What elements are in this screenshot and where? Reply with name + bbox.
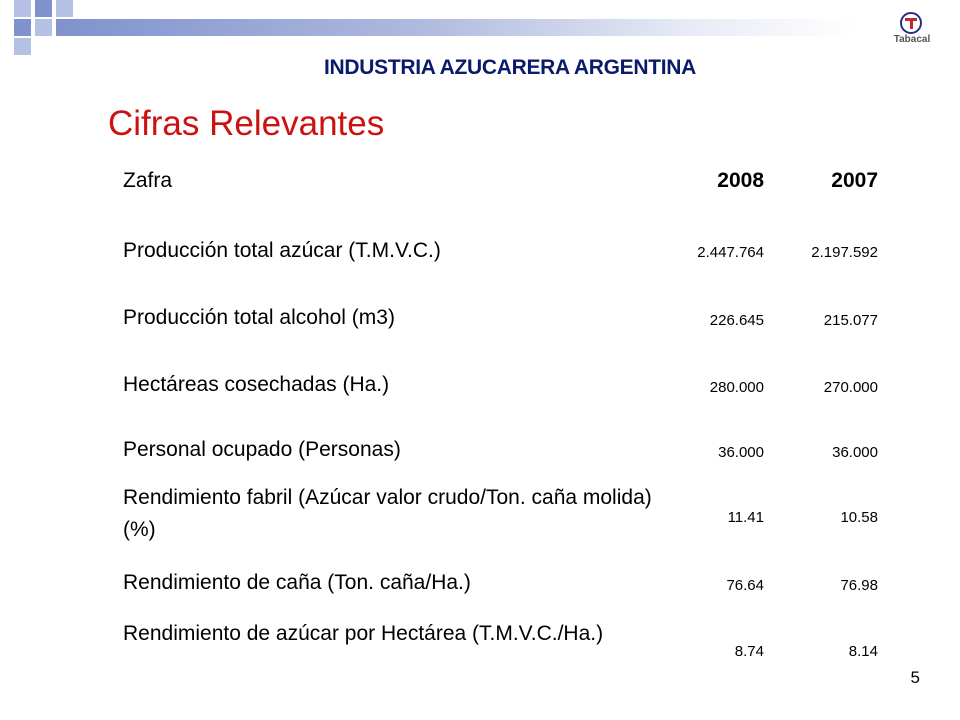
value-2007: 8.14 [848, 643, 878, 660]
row-label: Rendimiento de azúcar por Hectárea (T.M.… [123, 622, 604, 645]
value-2007: 215.077 [823, 312, 878, 329]
decor-square [14, 0, 31, 17]
row-label: Rendimiento de caña (Ton. caña/Ha.) [123, 571, 471, 594]
value-2007: 10.58 [840, 509, 878, 526]
column-header-zafra: Zafra [123, 169, 173, 192]
value-2008: 226.645 [709, 312, 764, 329]
page-number: 5 [910, 668, 920, 687]
value-2008: 2.447.764 [697, 244, 764, 261]
decor-square [35, 0, 52, 17]
decor-square [14, 38, 31, 55]
header-gradient-bar [56, 19, 856, 36]
decor-square [35, 19, 52, 36]
decor-square [56, 0, 73, 17]
page-title: INDUSTRIA AZUCARERA ARGENTINA [323, 56, 696, 79]
row-label: Hectáreas cosechadas (Ha.) [123, 373, 390, 396]
value-2007: 2.197.592 [811, 244, 878, 261]
value-2008: 280.000 [709, 379, 764, 396]
value-2008: 11.41 [727, 509, 764, 526]
value-2007: 36.000 [832, 444, 878, 461]
column-header-2007: 2007 [831, 169, 878, 192]
row-label: Producción total alcohol (m3) [123, 306, 395, 329]
value-2007: 270.000 [823, 379, 878, 396]
row-label: Producción total azúcar (T.M.V.C.) [123, 239, 441, 262]
decor-square [14, 19, 31, 36]
logo-mark-icon [900, 12, 922, 34]
logo-text: Tabacal [893, 34, 931, 45]
column-header-2008: 2008 [717, 169, 764, 192]
tabacal-logo: Tabacal [886, 12, 938, 48]
page-subtitle: Cifras Relevantes [108, 104, 385, 143]
value-2008: 8.74 [734, 643, 764, 660]
value-2008: 76.64 [726, 577, 764, 594]
row-label: Rendimiento fabril (Azúcar valor crudo/T… [123, 486, 652, 541]
value-2008: 36.000 [718, 444, 764, 461]
row-label: Personal ocupado (Personas) [123, 438, 401, 461]
value-2007: 76.98 [840, 577, 878, 594]
